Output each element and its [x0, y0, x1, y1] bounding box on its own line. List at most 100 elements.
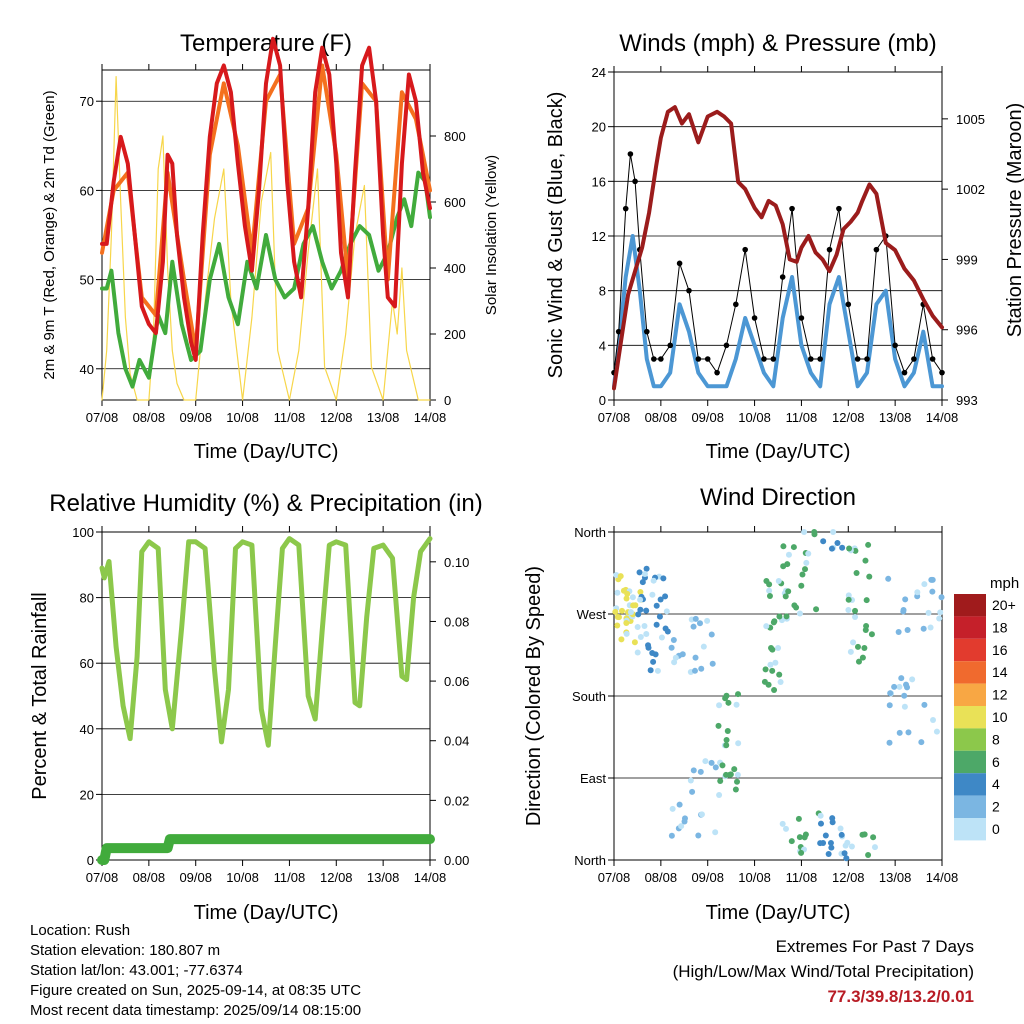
humidity-y-tick-right-label: 0.06 [444, 674, 469, 689]
winds-x-tick-label: 13/08 [879, 410, 912, 425]
direction-xlabel: Time (Day/UTC) [706, 902, 851, 924]
extremes-heading: Extremes For Past 7 Days [775, 937, 974, 956]
direction-point [668, 644, 675, 651]
direction-point [639, 579, 646, 586]
direction-point [783, 613, 790, 620]
direction-point [817, 840, 824, 847]
station-latlon: Station lat/lon: 43.001; -77.6374 [30, 962, 243, 979]
direction-point [732, 786, 739, 793]
gust-series-point [695, 356, 702, 362]
direction-point [653, 621, 660, 628]
legend-swatch-4 [954, 773, 986, 796]
direction-point [770, 619, 777, 626]
direction-point [782, 593, 789, 600]
legend-swatch-16 [954, 638, 986, 662]
direction-point [933, 728, 940, 735]
direction-point [734, 771, 741, 778]
direction-point [763, 577, 770, 584]
direction-point [790, 544, 797, 551]
direction-point [614, 613, 621, 620]
direction-point [643, 607, 650, 614]
humidity-x-tick-label: 13/08 [367, 870, 400, 885]
legend-swatch-14 [954, 661, 986, 684]
direction-point [898, 675, 905, 682]
gust-series-point [733, 301, 739, 308]
legend-swatch-0 [954, 818, 986, 841]
gust-series-point [770, 356, 777, 362]
temperature-y-tick-right-label: 200 [444, 327, 466, 342]
humidity-y-tick-label: 0 [87, 853, 94, 868]
direction-point [838, 831, 845, 838]
direction-point [649, 650, 656, 657]
direction-point [885, 575, 892, 582]
humidity-y-tick-label: 60 [80, 656, 94, 671]
direction-point [649, 591, 656, 598]
direction-point [861, 831, 868, 838]
direction-point [658, 634, 665, 641]
gust-series-point [864, 356, 870, 362]
direction-point [700, 643, 707, 650]
direction-point [627, 609, 634, 616]
humidity-plot-frame [101, 531, 431, 861]
legend-label: 10 [992, 709, 1008, 725]
direction-point [901, 692, 908, 699]
winds-ylabel-right: Station Pressure (Maroon) [1004, 103, 1024, 338]
winds-y-tick-label: 24 [592, 65, 606, 80]
total-rainfall-line [97, 834, 435, 865]
direction-point [805, 550, 812, 557]
legend-label: 6 [992, 754, 1000, 770]
direction-point [904, 626, 911, 633]
direction-point [637, 606, 644, 613]
direction-point [868, 631, 875, 638]
direction-point [799, 571, 806, 578]
direction-point [698, 665, 705, 672]
direction-point [735, 691, 742, 698]
legend-swatch-2 [954, 795, 986, 818]
direction-point [762, 666, 769, 673]
direction-point [695, 832, 702, 839]
direction-point [779, 820, 786, 827]
direction-point [802, 566, 809, 573]
most-recent-timestamp: Most recent data timestamp: 2025/09/14 0… [30, 1002, 362, 1019]
humidity-title: Relative Humidity (%) & Precipitation (i… [49, 490, 482, 517]
direction-point [767, 661, 774, 668]
temperature-x-tick-label: 10/08 [226, 410, 259, 425]
gust-series-point [798, 315, 805, 321]
winds-x-tick-label: 08/08 [645, 410, 678, 425]
temperature-x-tick-label: 08/08 [133, 410, 166, 425]
direction-point [716, 702, 723, 709]
direction-point [654, 667, 661, 674]
direction-point [839, 544, 846, 551]
humidity-y-tick-label: 100 [72, 525, 94, 540]
direction-point [929, 588, 936, 595]
direction-point [687, 777, 694, 784]
direction-point [663, 608, 670, 615]
winds-y-tick-label: 0 [599, 393, 606, 408]
plot-layer: 07/08 08/08 09/08 10/08 11/08 12/08 13/08 14/08… [72, 36, 1016, 885]
direction-point [623, 595, 630, 602]
winds-y-tick-right-label: 993 [956, 393, 978, 408]
figure-created: Figure created on Sun, 2025-09-14, at 08… [30, 982, 362, 999]
temperature-x-tick-label: 13/08 [367, 410, 400, 425]
gust-series-point [854, 356, 861, 362]
direction-point [901, 703, 908, 710]
direction-point [650, 658, 657, 665]
gust-series-point [761, 356, 767, 362]
direction-point [788, 838, 795, 845]
direction-point [641, 571, 648, 578]
gust-series-point [667, 342, 674, 349]
humidity-xlabel: Time (Day/UTC) [194, 902, 339, 924]
direction-point [716, 792, 723, 799]
direction-point [798, 582, 805, 589]
winds-title: Winds (mph) & Pressure (mb) [619, 30, 936, 57]
direction-point [717, 777, 724, 784]
direction-y-tick-label: East [580, 771, 606, 786]
direction-point [643, 565, 650, 572]
direction-point [735, 740, 742, 747]
direction-point [830, 529, 837, 535]
direction-point [837, 825, 844, 832]
direction-point [852, 547, 859, 554]
direction-point [852, 607, 859, 614]
direction-point [937, 609, 944, 616]
gust-series-point [714, 369, 720, 376]
